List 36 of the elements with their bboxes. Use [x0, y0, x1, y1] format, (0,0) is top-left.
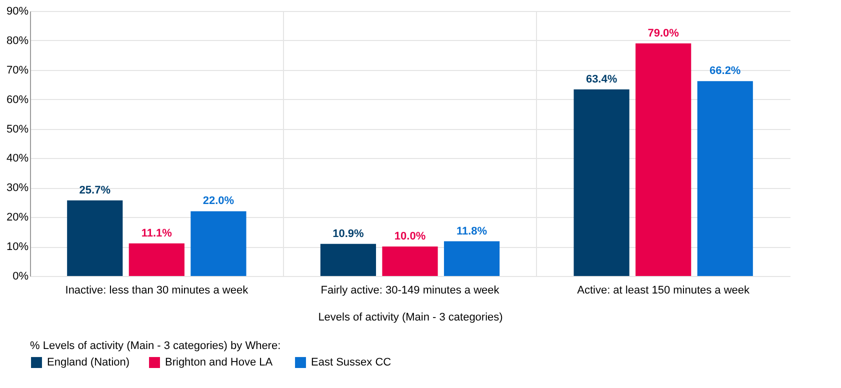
bar [574, 89, 630, 276]
data-label: 11.8% [456, 225, 488, 238]
y-tick-label: 70% [6, 64, 29, 76]
y-tick-label: 60% [6, 94, 29, 106]
data-label: 63.4% [586, 73, 618, 86]
y-tick-label: 10% [6, 241, 29, 254]
y-tick-label: 0% [12, 270, 29, 282]
bar [190, 211, 246, 276]
x-tick-label: Fairly active: 30-149 minutes a week [320, 284, 500, 296]
bar [128, 243, 184, 276]
y-tick-label: 30% [6, 182, 29, 194]
x-tick-label: Inactive: less than 30 minutes a week [65, 284, 249, 296]
legend-label: East Sussex CC [311, 356, 392, 369]
data-label: 22.0% [202, 195, 234, 208]
y-tick-label: 40% [6, 152, 29, 165]
legend-title: % Levels of activity (Main - 3 categories) by Where: [30, 340, 281, 352]
y-tick-label: 80% [6, 34, 29, 47]
bar [444, 241, 500, 276]
bar [320, 244, 376, 276]
legend-label: Brighton and Hove LA [165, 356, 274, 369]
data-label: 11.1% [141, 227, 172, 240]
y-tick-label: 20% [6, 212, 29, 224]
data-label: 25.7% [79, 184, 111, 196]
bar [67, 200, 123, 276]
y-tick-label: 90% [6, 6, 29, 18]
x-axis-title: Levels of activity (Main - 3 categories) [318, 312, 503, 324]
bar [636, 43, 692, 276]
bar [697, 81, 753, 276]
data-label: 66.2% [710, 65, 741, 78]
data-label: 79.0% [648, 27, 680, 40]
data-label: 10.9% [332, 228, 364, 240]
y-tick-label: 50% [6, 123, 29, 136]
bar [382, 246, 438, 276]
legend-label: England (Nation) [47, 356, 130, 369]
x-tick-label: Active: at least 150 minutes a week [577, 284, 750, 296]
data-label: 10.0% [394, 230, 426, 243]
